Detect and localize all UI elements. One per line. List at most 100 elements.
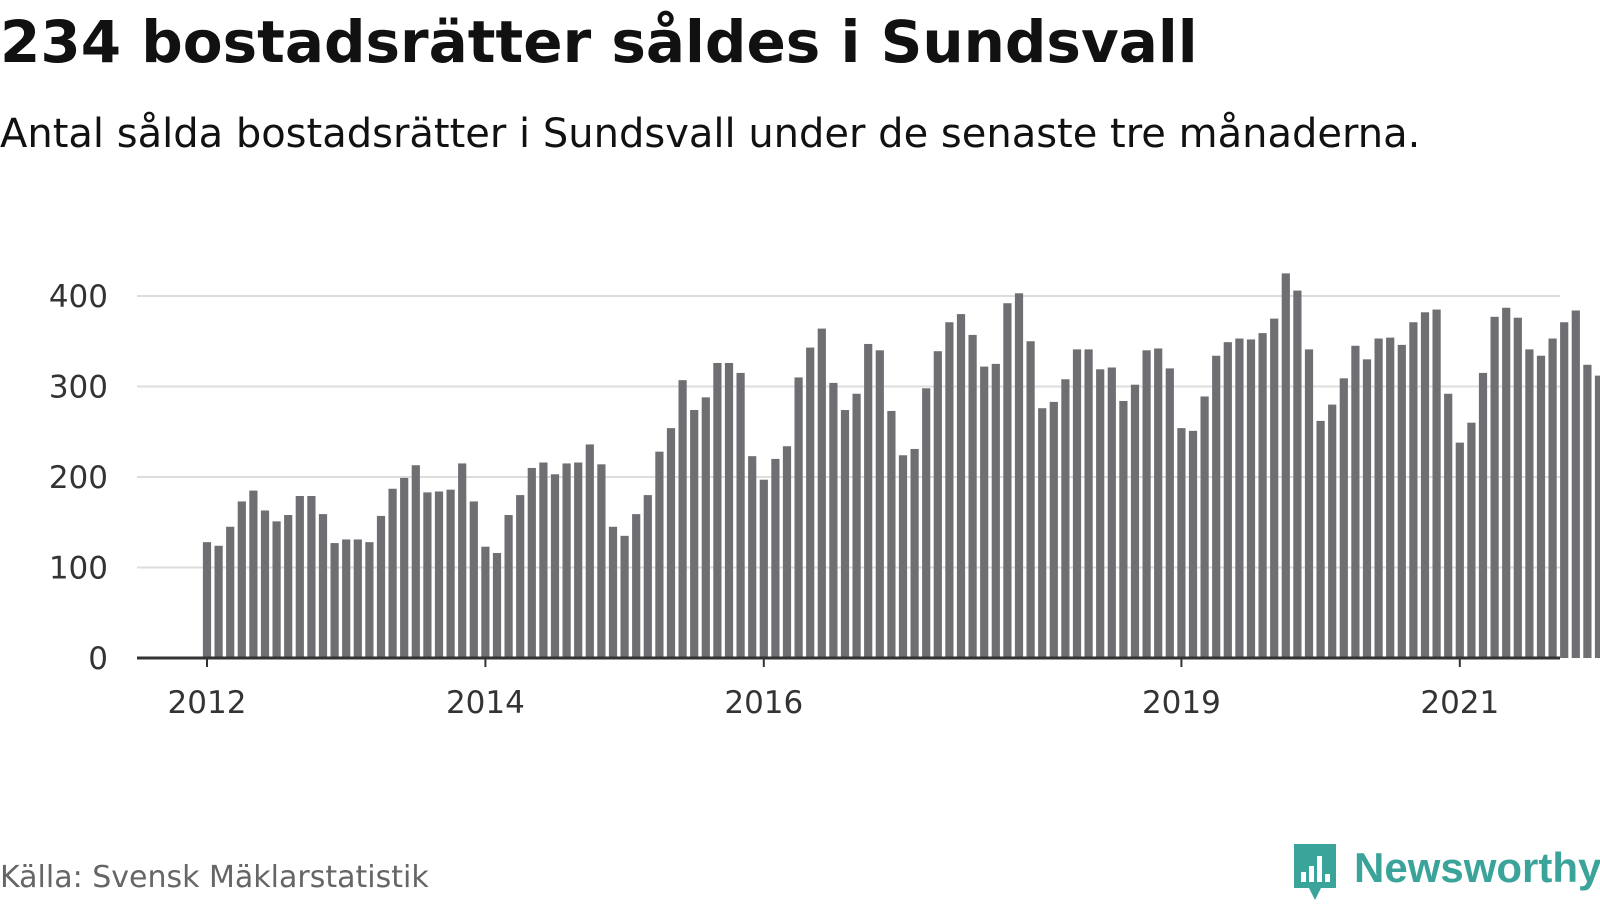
bar — [817, 328, 826, 658]
bar — [1003, 303, 1012, 658]
bar — [237, 501, 246, 658]
chart-title: 234 bostadsrätter såldes i Sundsvall — [0, 8, 1198, 76]
bar — [574, 462, 583, 658]
bar — [875, 350, 884, 658]
bar — [1084, 349, 1093, 658]
bar-chart: 0100200300400201220142016201920212023 23… — [49, 273, 1600, 721]
bar — [1339, 378, 1348, 658]
bar — [829, 382, 838, 658]
bar — [701, 397, 710, 658]
bar — [469, 501, 478, 658]
bar — [632, 514, 641, 658]
bar — [759, 479, 768, 658]
bar — [1038, 408, 1047, 658]
bar — [1107, 367, 1116, 658]
bar — [1594, 375, 1600, 658]
bar — [550, 474, 560, 658]
bar — [597, 464, 606, 658]
bar — [376, 515, 386, 658]
bar — [1490, 316, 1499, 658]
bar — [968, 334, 977, 658]
bar — [1444, 393, 1453, 658]
bar — [736, 372, 745, 658]
brand-name: Newsworthy — [1354, 844, 1600, 891]
bar — [945, 322, 954, 658]
bar — [713, 362, 722, 658]
bar — [1455, 442, 1464, 658]
bar — [724, 362, 734, 658]
bar — [1014, 293, 1024, 658]
bar — [1235, 338, 1244, 658]
bar — [1072, 349, 1082, 658]
bar — [956, 314, 966, 658]
bar — [1536, 355, 1546, 658]
bar — [1583, 364, 1592, 658]
bar — [608, 526, 618, 658]
bar — [1119, 400, 1128, 658]
bar — [1467, 422, 1476, 658]
bar-chart-speech-bubble-icon — [1294, 844, 1336, 900]
bar — [1061, 379, 1070, 658]
bar — [411, 465, 420, 658]
bar — [1548, 338, 1557, 658]
bar — [922, 388, 931, 658]
axes: 0100200300400201220142016201920212023 — [49, 279, 1560, 721]
brand: Newsworthy — [1290, 842, 1600, 904]
x-tick-label: 2019 — [1142, 685, 1221, 721]
bar — [933, 351, 942, 658]
bar — [852, 393, 861, 658]
bar — [1188, 430, 1198, 658]
y-tick-label: 100 — [49, 551, 108, 587]
bar — [516, 495, 525, 658]
bar — [202, 542, 212, 658]
y-tick-label: 0 — [88, 641, 108, 677]
bar — [655, 451, 664, 658]
bar — [295, 496, 304, 658]
bar — [481, 546, 490, 658]
bar — [1432, 309, 1441, 658]
source-note: Källa: Svensk Mäklarstatistik — [0, 860, 429, 895]
bar — [365, 542, 374, 658]
bar — [991, 363, 1000, 658]
bar — [539, 462, 548, 658]
bar — [249, 490, 258, 658]
bar — [1270, 318, 1279, 658]
bar — [666, 428, 676, 658]
bar — [400, 477, 409, 658]
bar — [1362, 359, 1372, 658]
bar — [1304, 349, 1314, 658]
bar — [1328, 404, 1337, 658]
bar — [1420, 312, 1430, 658]
bar — [1154, 348, 1163, 658]
y-tick-label: 200 — [49, 460, 108, 496]
bar — [1212, 355, 1221, 658]
y-tick-label: 300 — [49, 370, 108, 406]
bar — [446, 489, 455, 658]
bar — [1026, 341, 1035, 658]
bar — [1316, 420, 1325, 658]
bar — [342, 539, 351, 658]
bar — [643, 495, 652, 658]
bar — [1513, 317, 1522, 658]
bar — [504, 515, 513, 658]
bar — [585, 444, 594, 658]
bar — [353, 539, 362, 658]
bar — [330, 543, 339, 658]
bar — [388, 488, 397, 658]
bar — [1130, 384, 1140, 658]
bar — [1223, 342, 1232, 658]
bar — [423, 492, 432, 658]
bar — [458, 463, 467, 658]
bar — [1246, 339, 1256, 658]
bar — [1409, 322, 1418, 658]
bar — [226, 526, 235, 658]
bar — [1096, 369, 1105, 658]
bar — [1374, 338, 1383, 658]
x-tick-label: 2012 — [168, 685, 247, 721]
bar — [492, 553, 502, 658]
bar — [748, 456, 757, 658]
bar — [1351, 345, 1360, 658]
bar — [887, 410, 896, 658]
bar — [1258, 333, 1267, 658]
x-tick-label: 2014 — [446, 685, 525, 721]
